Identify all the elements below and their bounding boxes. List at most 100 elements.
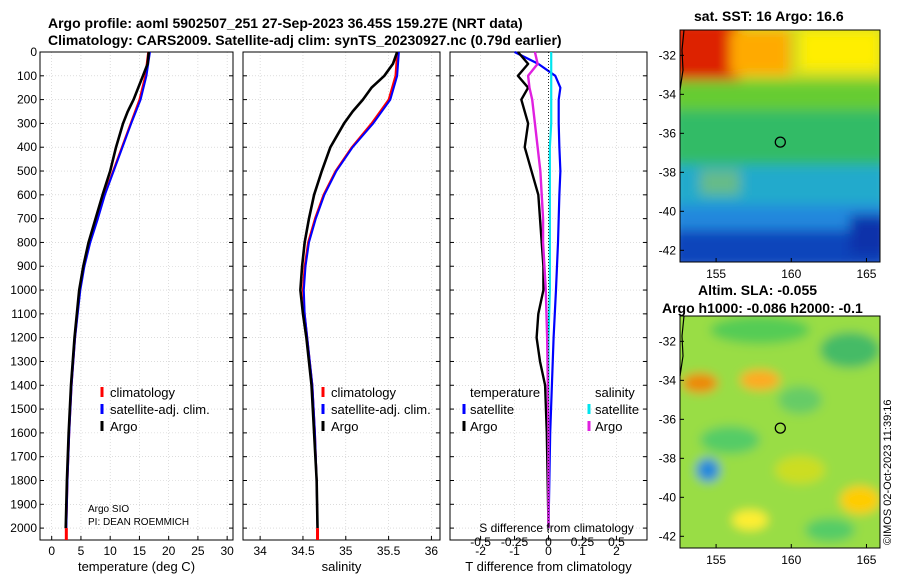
map-y-tick-label: -36 bbox=[659, 126, 677, 140]
map-y-tick-label: -36 bbox=[659, 412, 677, 426]
y-tick-label: 900 bbox=[17, 259, 37, 273]
series-line-argo bbox=[299, 51, 399, 529]
map-y-tick-label: -32 bbox=[659, 48, 677, 62]
series-line-t-argo bbox=[516, 51, 550, 529]
x-tick-label: 1 bbox=[579, 544, 586, 558]
map-y-tick-label: -34 bbox=[659, 87, 677, 101]
y-tick-label: 700 bbox=[17, 212, 37, 226]
y-tick-label: 1300 bbox=[10, 354, 37, 368]
sla-map bbox=[680, 316, 880, 548]
y-tick-label: 800 bbox=[17, 235, 37, 249]
y-tick-label: 500 bbox=[17, 164, 37, 178]
x-tick-label: 25 bbox=[191, 544, 205, 558]
map-x-tick-label: 155 bbox=[706, 267, 726, 281]
pi-annotation: PI: DEAN ROEMMICH bbox=[88, 517, 189, 528]
sst-map-axes: 155 160 165 -32 -34 -36 -38 -40 -42 bbox=[659, 29, 881, 281]
argo-location-marker bbox=[774, 136, 786, 148]
x-tick-label: 0 bbox=[48, 544, 55, 558]
map-y-tick-label: -40 bbox=[659, 490, 677, 504]
s-tick-label: 0 bbox=[545, 535, 552, 549]
s-axis-label: S difference from climatology bbox=[479, 521, 634, 535]
y-tick-label: 1000 bbox=[10, 283, 37, 297]
legend-item: Argo bbox=[110, 419, 137, 434]
sla-map-title-2: Argo h1000: -0.086 h2000: -0.1 bbox=[662, 300, 863, 316]
header-line-2: Climatology: CARS2009. Satellite-adj cli… bbox=[48, 32, 562, 48]
y-tick-label: 2000 bbox=[10, 521, 37, 535]
x-tick-label: 34 bbox=[253, 544, 267, 558]
map-y-tick-label: -32 bbox=[659, 334, 677, 348]
x-tick-label: 30 bbox=[220, 544, 234, 558]
series-line-s-argo bbox=[526, 51, 550, 529]
legend-item: satellite bbox=[470, 402, 514, 417]
map-x-tick-label: 160 bbox=[781, 553, 801, 567]
map-x-tick-label: 165 bbox=[856, 267, 876, 281]
argo-location-marker bbox=[774, 422, 786, 434]
map-y-tick-label: -40 bbox=[659, 204, 677, 218]
y-tick-label: 0 bbox=[30, 45, 37, 59]
map-y-tick-label: -34 bbox=[659, 373, 677, 387]
legend-item: Argo bbox=[331, 419, 358, 434]
y-tick-label: 300 bbox=[17, 116, 37, 130]
map-y-tick-label: -38 bbox=[659, 165, 677, 179]
series-line-t-satellite bbox=[514, 51, 562, 529]
map-y-tick-label: -38 bbox=[659, 451, 677, 465]
map-x-tick-label: 165 bbox=[856, 553, 876, 567]
temperature-profile: 0100200300400500600700800900100011001200… bbox=[10, 45, 234, 574]
legend-item: satellite-adj. clim. bbox=[110, 402, 210, 417]
x-tick-label: -2 bbox=[475, 544, 486, 558]
x-axis-label: T difference from climatology bbox=[465, 559, 632, 574]
s-tick-label: 0.25 bbox=[571, 535, 595, 549]
x-tick-label: 34.5 bbox=[291, 544, 315, 558]
sst-map-title: sat. SST: 16 Argo: 16.6 bbox=[694, 8, 844, 24]
x-tick-label: 15 bbox=[133, 544, 147, 558]
y-tick-label: 1800 bbox=[10, 473, 37, 487]
pi-annotation: Argo SIO bbox=[88, 504, 129, 515]
y-tick-label: 200 bbox=[17, 93, 37, 107]
legend-item: Argo bbox=[595, 419, 622, 434]
x-axis-label: salinity bbox=[322, 559, 362, 574]
salinity-profile: 34 34.5 35 35.5 36 salinity climatology satelli… bbox=[242, 51, 441, 574]
legend-item: Argo bbox=[470, 419, 497, 434]
legend-item: climatology bbox=[331, 385, 397, 400]
sst-map bbox=[680, 30, 880, 262]
series-line-climatology bbox=[301, 51, 399, 529]
x-tick-label: -1 bbox=[509, 544, 520, 558]
x-tick-label: 35 bbox=[339, 544, 353, 558]
x-axis-label: temperature (deg C) bbox=[78, 559, 195, 574]
x-tick-label: 2 bbox=[613, 544, 620, 558]
sla-map-axes: 155 160 165 -32 -34 -36 -38 -40 -42 bbox=[659, 315, 881, 567]
sla-map-title-1: Altim. SLA: -0.055 bbox=[698, 282, 818, 298]
y-tick-label: 1400 bbox=[10, 378, 37, 392]
x-tick-label: 20 bbox=[162, 544, 176, 558]
difference-profile: -2 -1 0 1 2T difference from climatology S di… bbox=[449, 51, 648, 574]
y-tick-label: 1200 bbox=[10, 331, 37, 345]
axes-frame bbox=[242, 51, 441, 541]
s-tick-label: 0.5 bbox=[608, 535, 625, 549]
coastline bbox=[679, 29, 685, 91]
y-tick-label: 400 bbox=[17, 140, 37, 154]
legend-item: satellite bbox=[595, 402, 639, 417]
x-tick-label: 5 bbox=[78, 544, 85, 558]
x-tick-label: 0 bbox=[545, 544, 552, 558]
legend-item: climatology bbox=[110, 385, 176, 400]
y-tick-label: 1500 bbox=[10, 402, 37, 416]
s-tick-label: -0.25 bbox=[501, 535, 529, 549]
y-tick-label: 1900 bbox=[10, 497, 37, 511]
y-tick-label: 100 bbox=[17, 69, 37, 83]
y-tick-label: 600 bbox=[17, 188, 37, 202]
legend-title-salinity: salinity bbox=[595, 385, 635, 400]
legend-item: satellite-adj. clim. bbox=[331, 402, 431, 417]
y-tick-label: 1100 bbox=[11, 307, 37, 321]
header-line-1: Argo profile: aoml 5902507_251 27-Sep-20… bbox=[48, 15, 523, 31]
series-line-argo bbox=[64, 51, 151, 529]
map-y-tick-label: -42 bbox=[659, 529, 677, 543]
s-tick-label: -0.5 bbox=[470, 535, 491, 549]
x-tick-label: 10 bbox=[104, 544, 118, 558]
map-frame bbox=[679, 29, 881, 263]
x-tick-label: 35.5 bbox=[377, 544, 401, 558]
map-x-tick-label: 160 bbox=[781, 267, 801, 281]
y-tick-label: 1700 bbox=[10, 450, 37, 464]
x-tick-label: 36 bbox=[425, 544, 439, 558]
map-x-tick-label: 155 bbox=[706, 553, 726, 567]
